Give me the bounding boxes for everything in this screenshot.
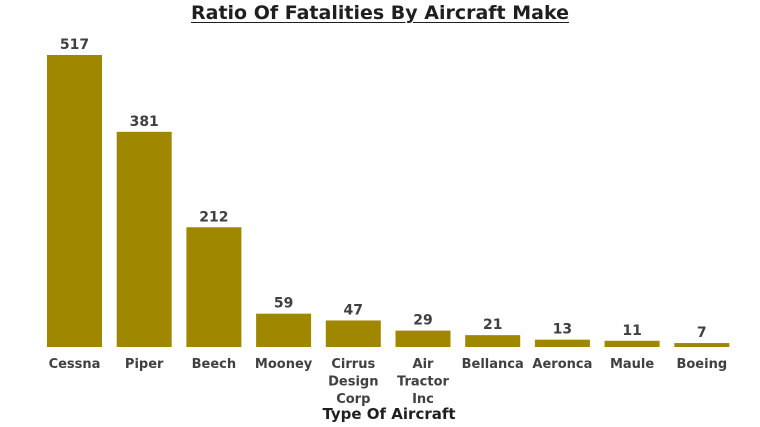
x-axis-title: Type Of Aircraft xyxy=(322,405,456,423)
x-tick-label-aeronca: Aeronca xyxy=(532,357,592,372)
bar-piper[interactable] xyxy=(116,131,172,347)
x-tick-label-maule: Maule xyxy=(610,357,654,372)
data-label-air-tractor-inc: 29 xyxy=(413,313,432,329)
x-tick-label-cessna: Cessna xyxy=(49,357,101,372)
bar-cessna[interactable] xyxy=(47,55,102,347)
data-label-aeronca: 13 xyxy=(553,322,572,338)
bar-mooney[interactable] xyxy=(256,313,312,347)
data-label-boeing: 7 xyxy=(697,325,707,341)
data-label-cessna: 517 xyxy=(60,37,89,53)
x-tick-label-beech: Beech xyxy=(192,357,237,372)
x-tick-label-bellanca: Bellanca xyxy=(462,357,524,372)
x-tick-label-cirrus-design-corp: Cirrus Design Corp xyxy=(328,357,378,407)
bar-bellanca[interactable] xyxy=(465,335,521,347)
data-label-mooney: 59 xyxy=(274,296,293,312)
data-label-cirrus-design-corp: 47 xyxy=(344,302,363,318)
data-label-piper: 381 xyxy=(130,114,159,130)
x-tick-label-boeing: Boeing xyxy=(676,357,727,372)
bar-boeing[interactable] xyxy=(674,343,730,347)
bar-maule[interactable] xyxy=(604,340,660,347)
bar-air-tractor-inc[interactable] xyxy=(395,330,451,347)
bar-beech[interactable] xyxy=(186,227,242,347)
x-tick-label-piper: Piper xyxy=(125,357,164,372)
chart-title: Ratio Of Fatalities By Aircraft Make xyxy=(191,2,569,24)
x-tick-label-mooney: Mooney xyxy=(255,357,313,372)
bar-cirrus-design-corp[interactable] xyxy=(325,320,381,347)
bar-aeronca[interactable] xyxy=(534,339,590,347)
x-tick-label-air-tractor-inc: Air Tractor Inc xyxy=(397,357,449,407)
data-label-beech: 212 xyxy=(199,209,228,225)
data-label-maule: 11 xyxy=(622,323,641,339)
data-label-bellanca: 21 xyxy=(483,317,502,333)
